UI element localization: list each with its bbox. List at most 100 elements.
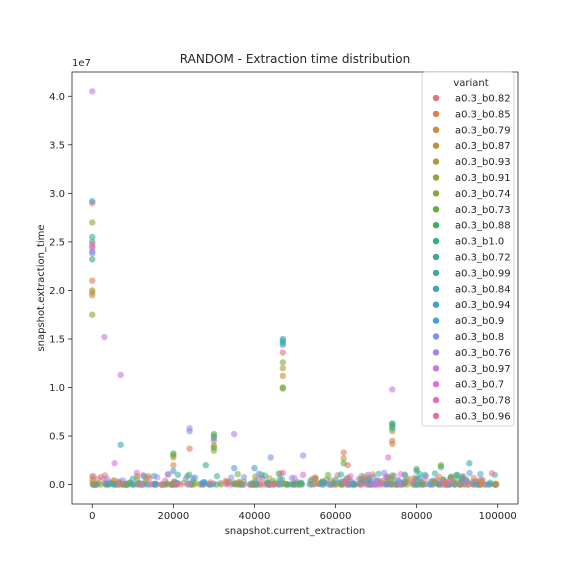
data-point [389, 481, 396, 488]
data-point [170, 450, 177, 457]
data-point [437, 463, 445, 471]
legend-label: a0.3_b0.78 [455, 396, 511, 407]
legend-title: variant [453, 78, 488, 89]
data-point [486, 481, 494, 488]
data-point [270, 477, 277, 485]
data-point [210, 444, 218, 451]
data-point [230, 430, 238, 438]
axis-ticks: 0 20000 40000 60000 80000 100000 0.0 0.5 1.0 1.5 2… [49, 92, 517, 522]
data-point [430, 479, 438, 487]
data-point [170, 467, 177, 475]
data-point [287, 481, 295, 488]
legend-label: a0.3_b0.79 [455, 125, 511, 136]
legend-marker [432, 285, 440, 292]
data-point [267, 454, 274, 461]
legend-marker [432, 253, 440, 261]
data-point [89, 478, 96, 485]
legend-marker [432, 237, 440, 245]
data-point [176, 481, 184, 488]
data-point [383, 480, 391, 488]
data-point [492, 480, 500, 487]
data-point [279, 341, 287, 348]
legend-marker [432, 349, 440, 356]
data-point [185, 481, 193, 488]
x-tick-label: 80000 [401, 511, 433, 522]
x-tick-label: 100000 [479, 511, 517, 522]
data-point [313, 479, 320, 487]
legend-label: a0.3_b0.73 [455, 205, 511, 216]
legend-marker [432, 174, 440, 181]
data-point [409, 479, 417, 486]
y-tick-label: 3.5 [49, 140, 65, 151]
data-point [143, 481, 151, 488]
legend-marker [432, 317, 440, 324]
data-point [89, 88, 96, 95]
data-point [402, 479, 410, 486]
legend-box [421, 71, 515, 427]
legend-marker [432, 126, 440, 133]
data-point [197, 480, 205, 488]
data-point [297, 479, 304, 487]
data-point [446, 478, 454, 485]
data-point [337, 471, 345, 478]
data-point [89, 233, 96, 241]
x-tick-label: 20000 [157, 511, 189, 522]
data-point [240, 481, 248, 488]
data-point [385, 454, 392, 461]
data-point [366, 477, 373, 485]
data-point [89, 277, 96, 284]
data-point [129, 475, 136, 482]
legend-marker [432, 381, 440, 388]
data-point [231, 480, 238, 487]
data-point [299, 471, 307, 479]
data-point [466, 469, 473, 477]
x-axis-label: snapshot.current_extraction [225, 526, 366, 537]
data-point [466, 460, 473, 467]
data-point [375, 470, 382, 477]
legend-marker [432, 269, 440, 277]
data-point [134, 480, 142, 488]
legend-marker [432, 222, 440, 229]
x-tick-label: 0 [89, 511, 95, 522]
legend-marker [432, 158, 440, 165]
y-tick-label: 3.0 [49, 189, 65, 200]
data-point [210, 434, 218, 442]
data-point [174, 471, 182, 479]
data-point [170, 461, 177, 469]
data-point [299, 452, 307, 459]
y-tick-label: 4.0 [49, 92, 65, 103]
legend-label: a0.3_b0.99 [455, 268, 511, 279]
data-point [234, 470, 241, 478]
legend-label: a0.3_b0.91 [455, 173, 511, 184]
data-point [279, 359, 287, 366]
legend-marker [432, 301, 440, 308]
data-point [279, 349, 287, 356]
plot-frame [71, 71, 519, 505]
legend-label: a0.3_b0.9 [455, 316, 504, 327]
data-point [89, 240, 96, 248]
x-tick-label: 40000 [239, 511, 271, 522]
legend-label: a0.3_b0.72 [455, 253, 511, 264]
data-point [192, 479, 199, 487]
data-point [279, 364, 287, 372]
data-point [128, 481, 136, 488]
legend-label: a0.3_b0.74 [455, 189, 511, 200]
data-point [207, 479, 214, 486]
data-point [451, 479, 459, 487]
data-point [89, 256, 96, 263]
legend-marker [432, 396, 440, 404]
data-point [349, 481, 357, 488]
legend-label: a0.3_b0.96 [455, 412, 511, 423]
data-point [275, 470, 282, 477]
data-point [389, 421, 396, 428]
data-point [387, 475, 395, 483]
data-point [330, 479, 338, 486]
data-point [255, 470, 262, 477]
data-point [89, 250, 96, 257]
data-point [89, 311, 96, 318]
data-point [164, 480, 171, 487]
y-tick-label: 1.5 [49, 334, 65, 345]
legend-marker [432, 142, 440, 149]
data-point [89, 287, 96, 294]
data-point [453, 472, 460, 479]
